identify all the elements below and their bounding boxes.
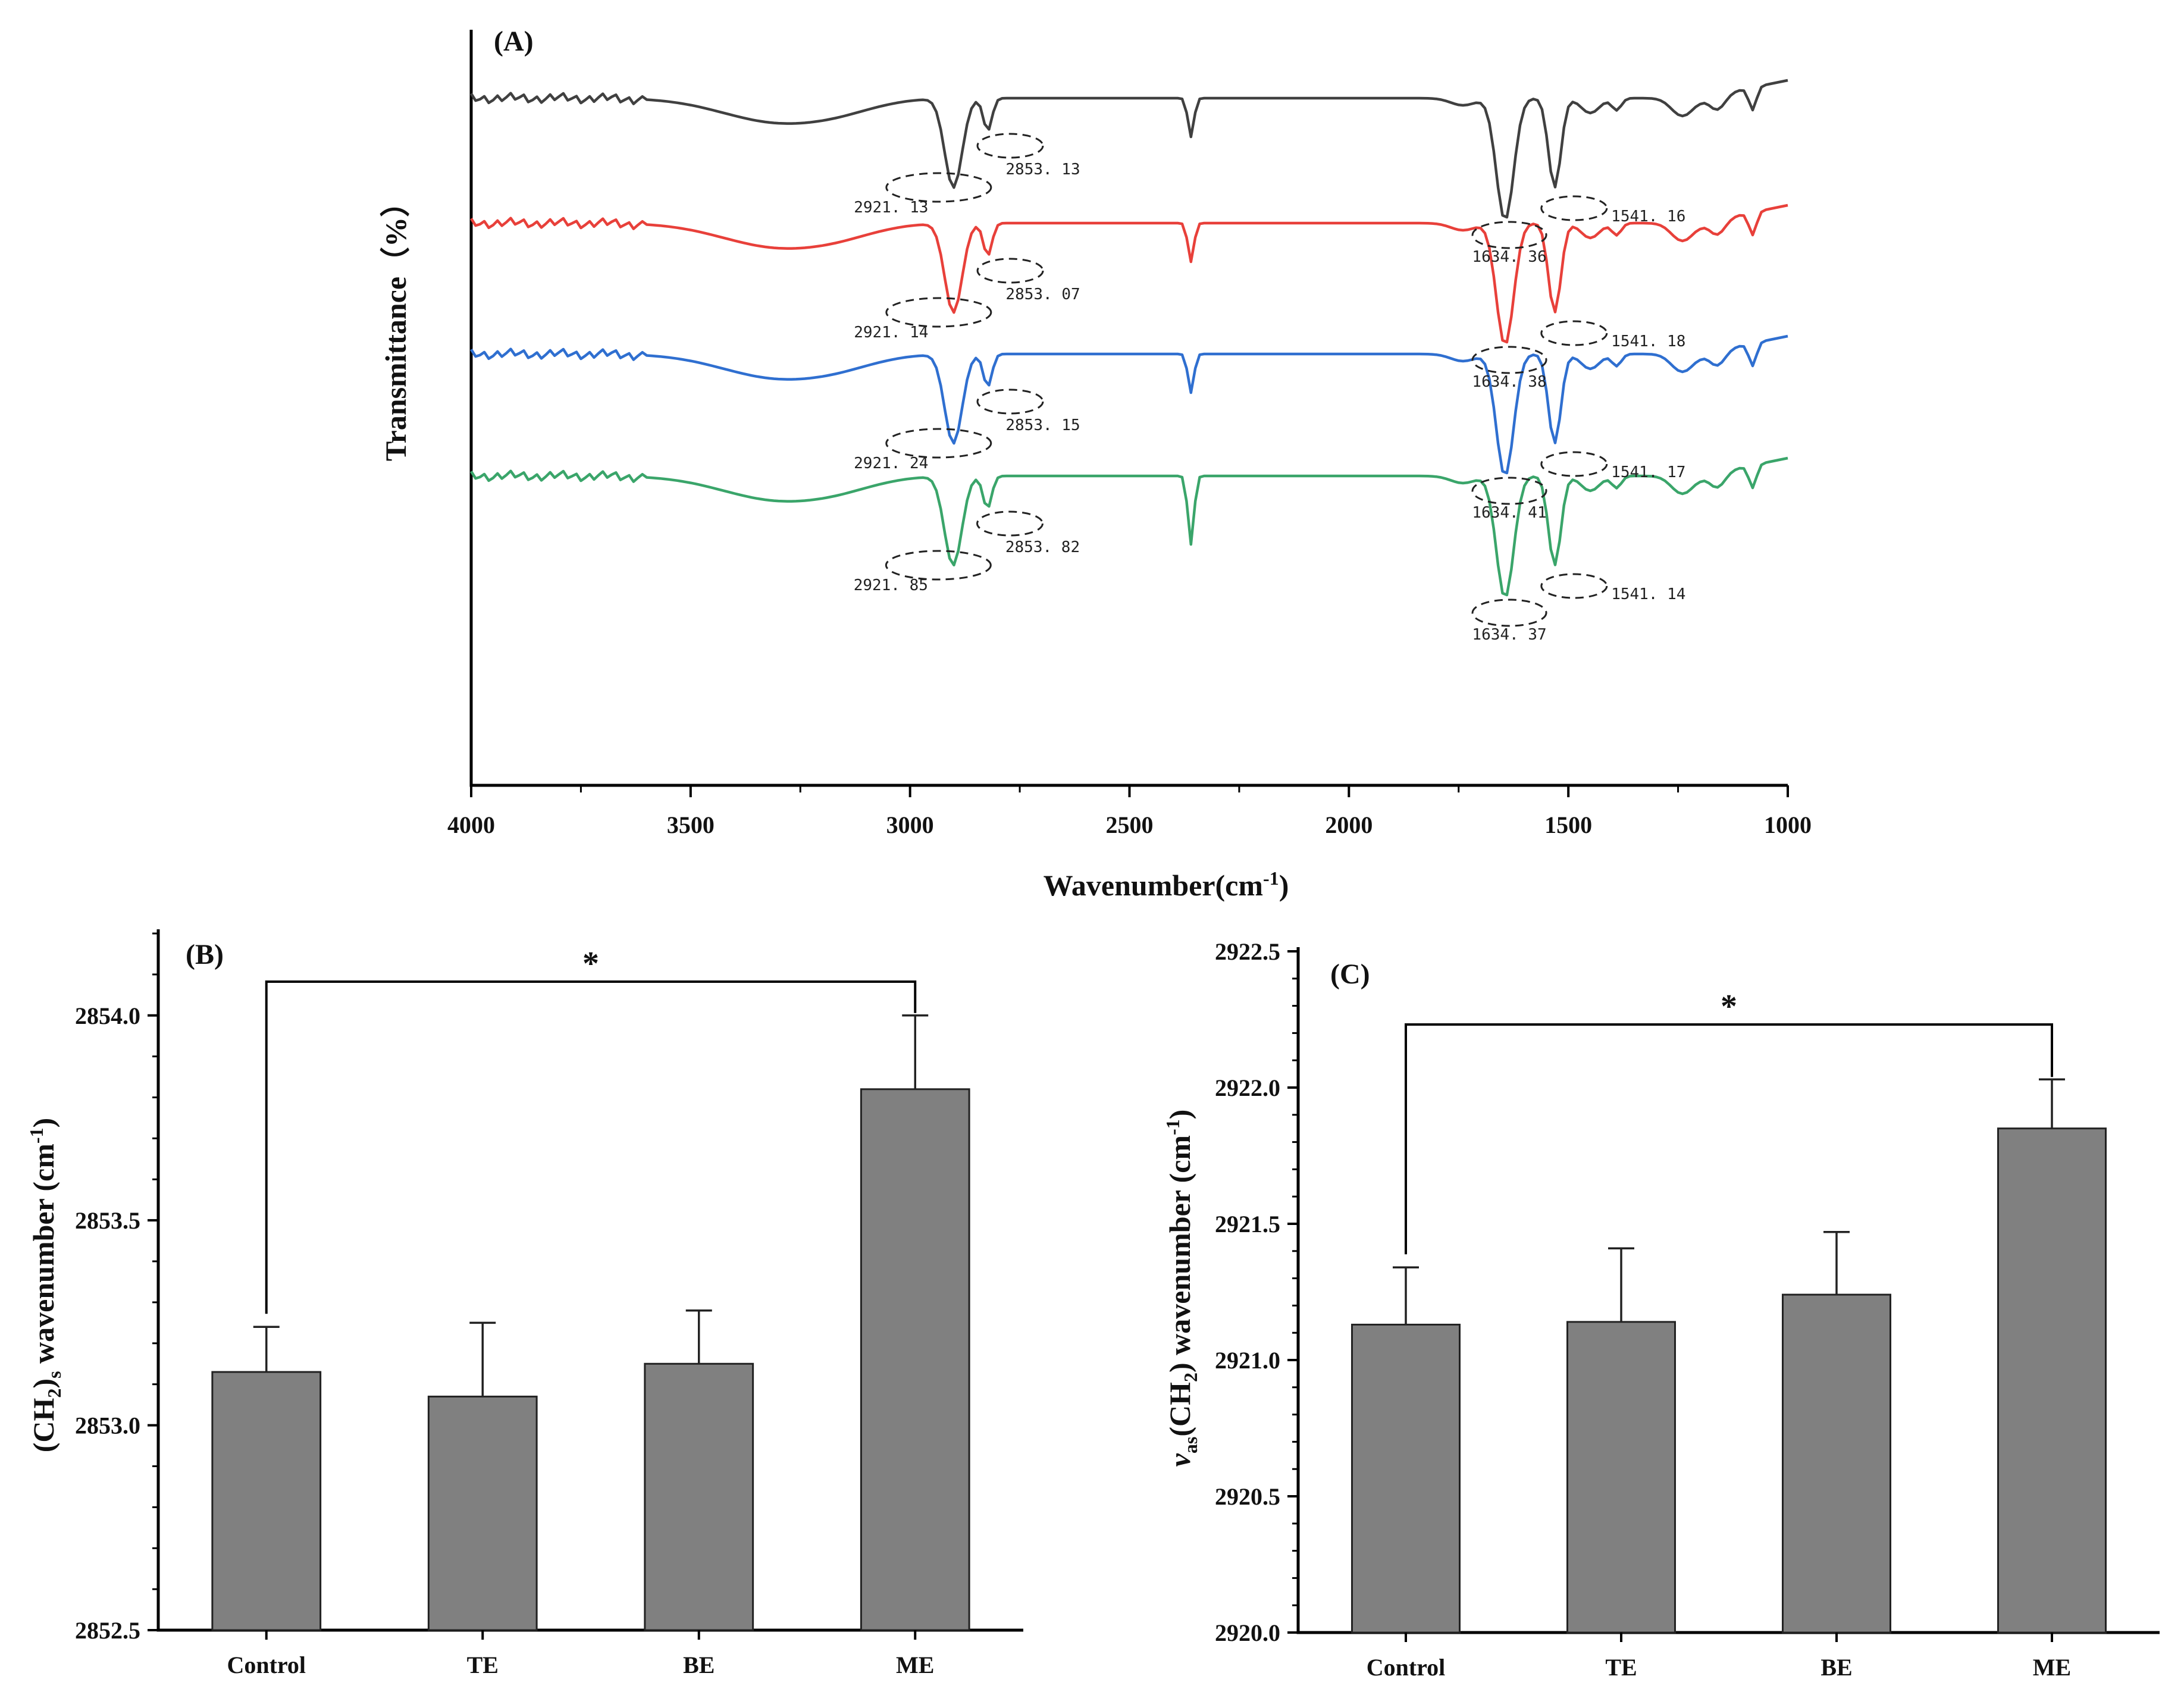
x-tick-label: BE bbox=[1820, 1654, 1852, 1681]
y-tick-label: 2853.0 bbox=[75, 1412, 140, 1439]
peak-ellipse bbox=[976, 133, 1044, 159]
y-tick-label: 2920.5 bbox=[1215, 1483, 1280, 1510]
peak-label: 1541. 14 bbox=[1611, 585, 1685, 603]
peak-ellipse bbox=[1540, 573, 1608, 599]
panel-c-y-axis-title: vas(CH2) wavenumber (cm-1) bbox=[1162, 1110, 1201, 1467]
x-tick-label: ME bbox=[896, 1652, 934, 1678]
peak-ellipse bbox=[1471, 477, 1547, 505]
peak-label: 1634. 37 bbox=[1472, 626, 1546, 644]
panel-c-significance-bracket: * bbox=[1405, 988, 2053, 1255]
peak-ellipse bbox=[885, 297, 992, 328]
peak-label: 1634. 36 bbox=[1472, 248, 1546, 266]
bar-be bbox=[644, 1362, 754, 1631]
bar-te bbox=[427, 1395, 538, 1631]
x-tick-label: BE bbox=[683, 1652, 715, 1678]
panel-c-label: (C) bbox=[1330, 958, 1370, 990]
a-x-tick-label: 4000 bbox=[447, 812, 495, 838]
peak-label: 2921. 14 bbox=[854, 324, 928, 341]
panel-a-y-axis-title: Transmittance（%） bbox=[379, 187, 412, 461]
peak-ellipse bbox=[1540, 451, 1608, 477]
peak-label: 2853. 82 bbox=[1005, 538, 1080, 556]
panel-a-axes bbox=[469, 30, 1788, 787]
y-tick-label: 2922.0 bbox=[1215, 1074, 1280, 1101]
peak-ellipse bbox=[1540, 320, 1608, 346]
bar-control bbox=[211, 1371, 322, 1631]
y-tick-label: 2921.5 bbox=[1215, 1211, 1280, 1237]
peak-label: 2853. 15 bbox=[1005, 416, 1080, 434]
a-x-tick-label: 1000 bbox=[1764, 812, 1812, 838]
peak-label: 1634. 38 bbox=[1472, 373, 1546, 391]
bar-me bbox=[860, 1088, 970, 1631]
panel-a-x-axis-title: Wavenumber(cm-1) bbox=[1044, 867, 1289, 902]
x-tick-label: Control bbox=[1367, 1654, 1446, 1681]
peak-ellipse bbox=[976, 510, 1044, 537]
significance-star: * bbox=[1721, 988, 1737, 1025]
a-x-tick-label: 3500 bbox=[667, 812, 715, 838]
peak-ellipse bbox=[885, 428, 992, 459]
panel-a-x-ticks: 4000 3500 3000 2500 2000 1500 1000 bbox=[447, 785, 1812, 838]
y-tick-label: 2854.0 bbox=[75, 1002, 140, 1029]
bar-be bbox=[1782, 1293, 1891, 1634]
panel-a-series bbox=[470, 79, 1788, 597]
panel-b-y-axis-title: (CH2)s wavenumber (cm-1) bbox=[26, 1118, 65, 1452]
panel-b-bar-chart: (B) 2852.5 2853.0 2853.5 2854.0 Control TE BE… bbox=[26, 929, 1023, 1678]
x-tick-label: TE bbox=[467, 1652, 499, 1678]
peak-label: 1541. 17 bbox=[1611, 463, 1685, 481]
significance-line bbox=[265, 980, 917, 1314]
spectrum-be bbox=[470, 334, 1788, 475]
bar-me bbox=[1997, 1127, 2107, 1634]
y-tick-label: 2853.5 bbox=[75, 1207, 140, 1234]
bar-control bbox=[1351, 1323, 1461, 1634]
x-tick-label: TE bbox=[1605, 1654, 1637, 1681]
peak-label: 1634. 41 bbox=[1472, 504, 1546, 522]
significance-star: * bbox=[582, 945, 599, 982]
a-x-tick-label: 2500 bbox=[1106, 812, 1154, 838]
panel-b-y-ticks: 2852.5 2853.0 2853.5 2854.0 bbox=[75, 932, 158, 1644]
y-tick-label: 2920.0 bbox=[1215, 1619, 1280, 1646]
a-x-tick-label: 1500 bbox=[1544, 812, 1592, 838]
peak-ellipse bbox=[1471, 346, 1547, 374]
spectrum-control bbox=[470, 79, 1788, 219]
peak-ellipse bbox=[1471, 599, 1547, 627]
peak-ellipse bbox=[1471, 221, 1547, 249]
x-tick-label: ME bbox=[2033, 1654, 2071, 1681]
peak-ellipse bbox=[976, 258, 1044, 284]
peak-label: 2921. 13 bbox=[854, 199, 928, 217]
peak-label: 2853. 07 bbox=[1005, 286, 1080, 303]
peak-label: 1541. 18 bbox=[1611, 333, 1685, 350]
panel-b-label: (B) bbox=[186, 939, 224, 970]
peak-label: 1541. 16 bbox=[1611, 208, 1685, 225]
y-tick-label: 2921.0 bbox=[1215, 1347, 1280, 1374]
peak-ellipse bbox=[976, 388, 1044, 415]
peak-label: 2921. 24 bbox=[854, 455, 928, 472]
peak-ellipse bbox=[1540, 195, 1608, 221]
a-x-tick-label: 2000 bbox=[1325, 812, 1373, 838]
panel-a-peak-annotations: 2921. 13 2853. 13 1634. 36 1541. 16 2921. 14… bbox=[854, 133, 1685, 644]
significance-line bbox=[1405, 1023, 2053, 1255]
x-tick-label: Control bbox=[227, 1652, 306, 1678]
spectrum-me bbox=[470, 456, 1788, 597]
a-x-tick-label: 3000 bbox=[886, 812, 934, 838]
panel-c-bars: Control TE BE ME bbox=[1351, 1078, 2107, 1681]
y-tick-label: 2852.5 bbox=[75, 1617, 140, 1644]
panel-c-bar-chart: (C) 2920.0 2920.5 2921.0 2921.5 2922.0 2922.5… bbox=[1162, 938, 2160, 1681]
peak-ellipse bbox=[885, 172, 992, 203]
panel-a-spectra: (A) 4000 3500 3000 2500 2000 1500 1000 2921. 1… bbox=[379, 26, 1812, 902]
panel-b-bars: Control TE BE ME bbox=[211, 1014, 970, 1678]
peak-label: 2853. 13 bbox=[1005, 161, 1080, 178]
y-tick-label: 2922.5 bbox=[1215, 938, 1280, 965]
panel-a-label: (A) bbox=[494, 26, 534, 57]
panel-c-y-ticks: 2920.0 2920.5 2921.0 2921.5 2922.0 2922.5 bbox=[1215, 938, 1298, 1646]
peak-ellipse bbox=[885, 550, 992, 581]
spectrum-te bbox=[470, 203, 1788, 344]
peak-label: 2921. 85 bbox=[854, 577, 928, 594]
panel-b-significance-bracket: * bbox=[265, 945, 917, 1314]
bar-te bbox=[1566, 1321, 1676, 1634]
